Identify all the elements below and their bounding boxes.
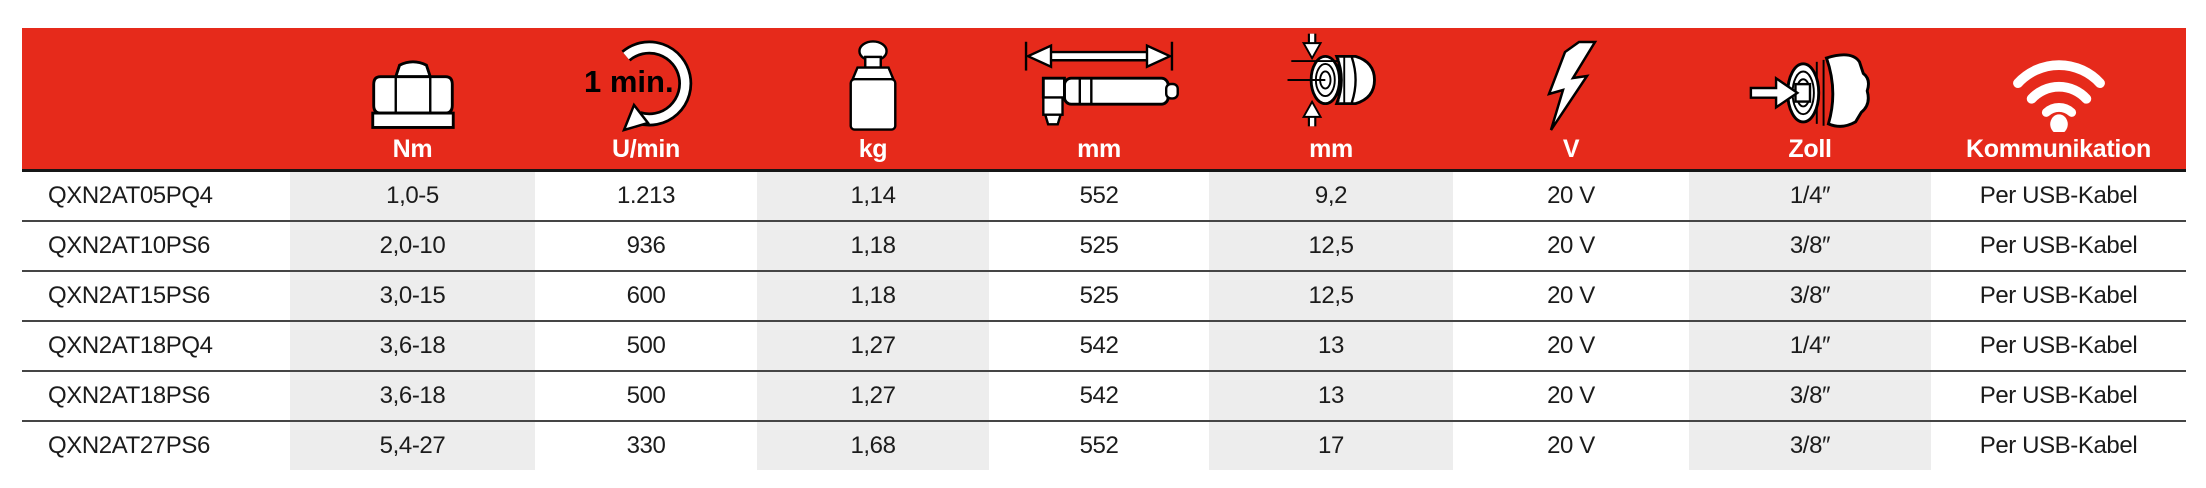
- value-cell: 1/4″: [1689, 322, 1931, 370]
- value-cell: 3,6-18: [290, 322, 535, 370]
- column-unit-label: V: [1562, 135, 1580, 163]
- value-cell: Per USB-Kabel: [1979, 432, 2138, 459]
- table-row: QXN2AT15PS6 3,0-15 600 1,18 525 12,5 20 V 3/8″ P…: [22, 270, 2186, 320]
- table-header: Nm 1 min. U/min: [22, 28, 2186, 172]
- weight-icon: [842, 28, 904, 136]
- wifi-icon: [2010, 28, 2108, 136]
- value-cell: 542: [1079, 382, 1119, 409]
- table-row: QXN2AT05PQ4 1,0-5 1.213 1,14 552 9,2 20 V 1/4″ P…: [22, 172, 2186, 220]
- value-cell: Per USB-Kabel: [1979, 182, 2138, 209]
- value-cell: 1,68: [757, 422, 989, 470]
- value-cell: 20 V: [1547, 182, 1595, 209]
- value-cell: 330: [626, 432, 666, 459]
- value-cell: 552: [1079, 182, 1119, 209]
- value-cell: 3,0-15: [290, 272, 535, 320]
- value-cell: 12,5: [1209, 272, 1453, 320]
- column-header-torque: Nm: [290, 28, 535, 174]
- column-header-drive: Zoll: [1689, 28, 1931, 174]
- column-unit-label: kg: [858, 135, 888, 163]
- column-unit-label: mm: [1077, 135, 1121, 163]
- value-cell: 20 V: [1547, 282, 1595, 309]
- value-cell: 20 V: [1547, 232, 1595, 259]
- value-cell: 3,6-18: [290, 372, 535, 420]
- value-cell: Per USB-Kabel: [1979, 282, 2138, 309]
- value-cell: 13: [1209, 372, 1453, 420]
- spec-table: Nm 1 min. U/min: [22, 28, 2186, 470]
- value-cell: 1,14: [757, 172, 989, 220]
- value-cell: 3/8″: [1689, 272, 1931, 320]
- model-cell: QXN2AT10PS6: [48, 232, 210, 259]
- model-cell: QXN2AT18PQ4: [48, 332, 213, 359]
- value-cell: 3/8″: [1689, 372, 1931, 420]
- rotation-icon-text: 1 min.: [584, 64, 674, 99]
- rotation-1min-icon: 1 min.: [584, 28, 708, 136]
- value-cell: 2,0-10: [290, 222, 535, 270]
- value-cell: 525: [1079, 232, 1119, 259]
- tool-length-icon: [1013, 28, 1185, 136]
- value-cell: 20 V: [1547, 332, 1595, 359]
- value-cell: 1,0-5: [290, 172, 535, 220]
- table-row: QXN2AT27PS6 5,4-27 330 1,68 552 17 20 V 3/8″ Per…: [22, 420, 2186, 470]
- column-unit-label: Nm: [392, 135, 433, 163]
- square-drive-icon: [1747, 28, 1873, 136]
- value-cell: 500: [626, 382, 666, 409]
- model-cell: QXN2AT05PQ4: [48, 182, 213, 209]
- column-header-voltage: V: [1453, 28, 1689, 174]
- value-cell: 17: [1209, 422, 1453, 470]
- value-cell: 936: [626, 232, 666, 259]
- table-body: QXN2AT05PQ4 1,0-5 1.213 1,14 552 9,2 20 V 1/4″ P…: [22, 172, 2186, 470]
- value-cell: 5,4-27: [290, 422, 535, 470]
- column-unit-label: U/min: [612, 135, 680, 163]
- value-cell: 12,5: [1209, 222, 1453, 270]
- lightning-icon: [1542, 28, 1600, 136]
- value-cell: 552: [1079, 432, 1119, 459]
- model-cell: QXN2AT18PS6: [48, 382, 210, 409]
- value-cell: 600: [626, 282, 666, 309]
- socket-diameter-icon: [1282, 28, 1380, 136]
- column-unit-label: Kommunikation: [1966, 135, 2151, 163]
- value-cell: Per USB-Kabel: [1979, 332, 2138, 359]
- value-cell: 20 V: [1547, 382, 1595, 409]
- value-cell: 13: [1209, 322, 1453, 370]
- table-row: QXN2AT10PS6 2,0-10 936 1,18 525 12,5 20 V 3/8″ P…: [22, 220, 2186, 270]
- column-header-speed: 1 min. U/min: [535, 28, 757, 174]
- value-cell: 1,18: [757, 272, 989, 320]
- column-unit-label: Zoll: [1788, 135, 1832, 163]
- nut-icon: [367, 28, 459, 136]
- value-cell: 500: [626, 332, 666, 359]
- value-cell: 3/8″: [1689, 222, 1931, 270]
- value-cell: 525: [1079, 282, 1119, 309]
- column-header-model: [22, 28, 290, 174]
- value-cell: 542: [1079, 332, 1119, 359]
- model-cell: QXN2AT15PS6: [48, 282, 210, 309]
- value-cell: 1.213: [616, 182, 676, 209]
- value-cell: 1,27: [757, 322, 989, 370]
- value-cell: 1,18: [757, 222, 989, 270]
- value-cell: Per USB-Kabel: [1979, 232, 2138, 259]
- column-unit-label: mm: [1309, 135, 1353, 163]
- value-cell: 1/4″: [1689, 172, 1931, 220]
- column-header-length: mm: [989, 28, 1209, 174]
- value-cell: 20 V: [1547, 432, 1595, 459]
- value-cell: 9,2: [1209, 172, 1453, 220]
- value-cell: 1,27: [757, 372, 989, 420]
- column-header-communication: Kommunikation: [1931, 28, 2186, 174]
- value-cell: Per USB-Kabel: [1979, 382, 2138, 409]
- table-row: QXN2AT18PQ4 3,6-18 500 1,27 542 13 20 V 1/4″ Per…: [22, 320, 2186, 370]
- column-header-weight: kg: [757, 28, 989, 174]
- column-header-diameter: mm: [1209, 28, 1453, 174]
- value-cell: 3/8″: [1689, 422, 1931, 470]
- model-cell: QXN2AT27PS6: [48, 432, 210, 459]
- table-row: QXN2AT18PS6 3,6-18 500 1,27 542 13 20 V 3/8″ Per…: [22, 370, 2186, 420]
